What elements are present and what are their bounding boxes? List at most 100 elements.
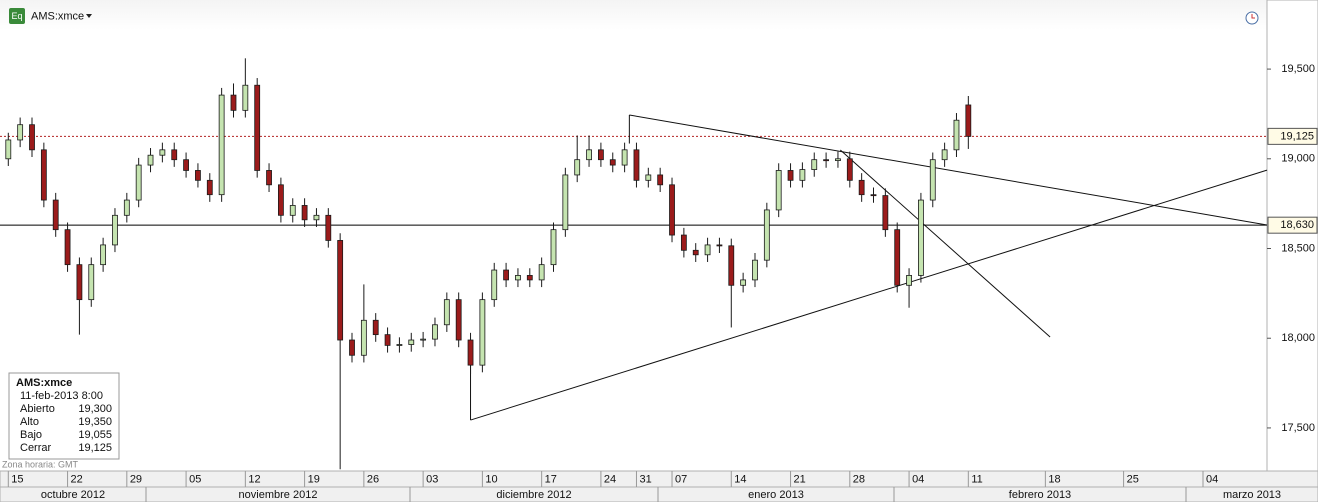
trendline: [839, 149, 1051, 338]
candle-body: [740, 279, 747, 286]
x-tick-label: 22: [71, 473, 83, 485]
candle-body: [384, 334, 391, 346]
candle-body: [171, 149, 178, 161]
candle-body: [657, 174, 664, 186]
info-value: 19,350: [78, 416, 112, 428]
candle-body: [372, 319, 379, 336]
info-value: 19,055: [78, 429, 112, 441]
symbol-icon-label: Eq: [11, 11, 22, 21]
candle-body: [112, 214, 118, 246]
candle-body: [40, 149, 47, 201]
timezone-note: Zona horaria: GMT: [2, 459, 79, 469]
candle-body: [692, 249, 699, 256]
candle-body: [503, 269, 509, 281]
candle-body: [230, 94, 237, 111]
chart-title[interactable]: AMS:xmce: [31, 10, 84, 22]
x-tick-label: 15: [11, 473, 23, 485]
candle-body: [147, 154, 154, 166]
candle-body: [254, 84, 261, 171]
price-axis: [1266, 0, 1318, 472]
candle-body: [29, 124, 35, 151]
candle-body: [301, 205, 308, 221]
candle-body: [420, 338, 427, 341]
symbol-icon[interactable]: [9, 8, 25, 24]
candle-body: [206, 179, 213, 196]
x-tick-label: 04: [1206, 473, 1218, 485]
candle-body: [515, 275, 521, 281]
y-tick-label: 19,500: [1281, 63, 1315, 75]
candle-body: [277, 184, 284, 216]
candle-body: [538, 264, 545, 281]
candle-body: [491, 269, 498, 301]
candle-body: [52, 199, 59, 231]
candle-body: [906, 275, 912, 286]
x-tick-label: 10: [485, 473, 497, 485]
candle-body: [360, 319, 367, 356]
x-tick-label: 04: [912, 473, 924, 485]
candle-body: [123, 199, 130, 216]
month-label: diciembre 2012: [496, 489, 571, 501]
x-tick-label: 31: [639, 473, 651, 485]
candle-body: [313, 214, 320, 221]
x-tick-label: 07: [675, 473, 687, 485]
x-tick-label: 28: [853, 473, 865, 485]
candle-body: [728, 245, 735, 286]
candle-body: [633, 149, 640, 181]
y-tick-label: 17,500: [1281, 422, 1315, 434]
candle-body: [835, 158, 841, 161]
candle-body: [337, 240, 344, 341]
candle-body: [266, 170, 272, 186]
x-tick-label: 12: [248, 473, 260, 485]
x-tick-label: 25: [1127, 473, 1139, 485]
candle-body: [17, 124, 24, 141]
dropdown-arrow[interactable]: [86, 14, 92, 18]
month-label: octubre 2012: [41, 489, 105, 501]
candle-body: [953, 119, 960, 151]
candle-body: [941, 149, 948, 161]
x-tick-label: 18: [1048, 473, 1060, 485]
candle-body: [574, 159, 581, 176]
month-label: febrero 2013: [1009, 489, 1071, 501]
trendline: [470, 169, 1268, 421]
candle-body: [787, 170, 794, 181]
clock-hands: [1251, 14, 1255, 19]
candle-body: [135, 164, 142, 201]
candle-body: [811, 159, 818, 170]
candle-body: [479, 299, 486, 366]
candle-body: [680, 234, 687, 251]
trendline: [629, 114, 1268, 226]
candle-body: [763, 209, 770, 261]
candle-body: [621, 149, 628, 166]
candle-body: [396, 344, 403, 346]
x-tick-label: 29: [130, 473, 142, 485]
candle-body: [858, 179, 865, 196]
month-label: noviembre 2012: [239, 489, 318, 501]
candle-body: [882, 195, 889, 231]
price-marker-box: [1267, 127, 1318, 145]
candle-body: [823, 159, 829, 162]
price-marker-label: 19,125: [1280, 130, 1314, 142]
info-date: 11-feb-2013 8:00: [20, 390, 103, 402]
candle-body: [432, 324, 438, 340]
candle-body: [716, 244, 723, 247]
candle-body: [929, 159, 936, 201]
candle-body: [183, 159, 189, 171]
x-tick-label: 21: [794, 473, 806, 485]
candle-body: [752, 259, 758, 281]
candle-body: [408, 339, 415, 345]
info-label: Abierto: [20, 403, 55, 415]
candle-body: [562, 174, 569, 231]
x-tick-label: 17: [545, 473, 557, 485]
candle-body: [100, 244, 107, 266]
candle-body: [609, 159, 616, 166]
candle-body: [64, 229, 71, 266]
candle-body: [526, 275, 533, 281]
candle-body: [455, 299, 462, 341]
candle-body: [467, 339, 474, 366]
header-band: [0, 0, 1267, 30]
y-tick-label: 19,000: [1281, 153, 1315, 165]
candle-body: [218, 94, 225, 196]
candle-body: [894, 229, 901, 286]
info-label: Cerrar: [20, 442, 52, 454]
